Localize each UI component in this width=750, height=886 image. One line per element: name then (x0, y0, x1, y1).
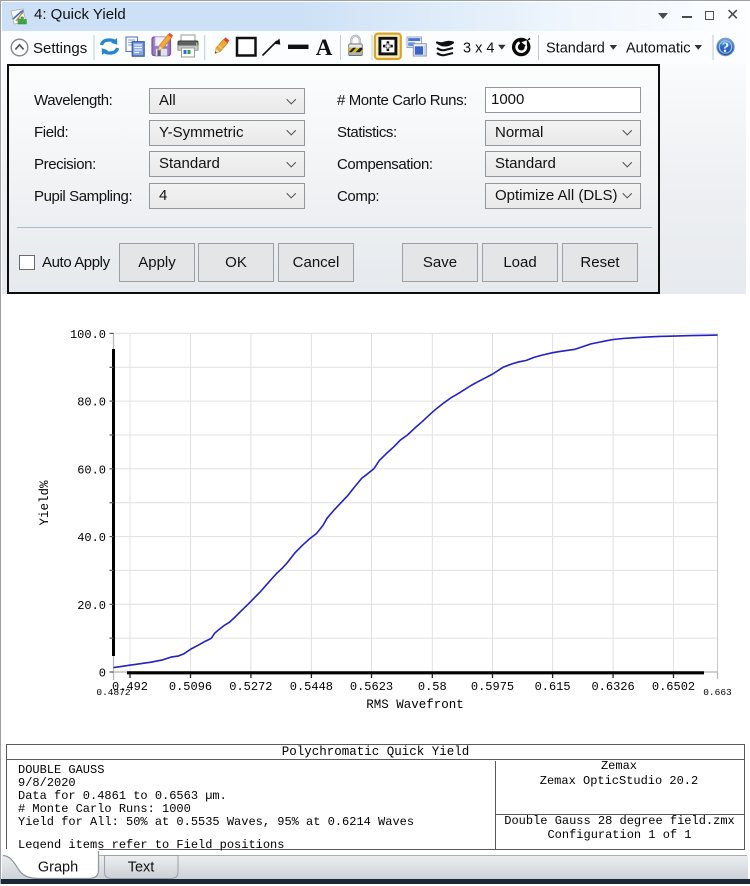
svg-text:Yield%: Yield% (38, 480, 52, 526)
svg-text:0: 0 (99, 667, 106, 681)
svg-text:Text: Text (128, 859, 155, 875)
svg-text:0.5975: 0.5975 (471, 680, 514, 694)
svg-text:0.5448: 0.5448 (290, 680, 333, 694)
svg-text:40.0: 40.0 (77, 531, 106, 545)
svg-text:Standard: Standard (546, 41, 605, 57)
svg-text:0.58: 0.58 (418, 680, 447, 694)
svg-text:?: ? (722, 40, 730, 56)
svg-text:Graph: Graph (38, 859, 78, 875)
svg-text:RMS Wavefront: RMS Wavefront (366, 698, 464, 712)
svg-text:0.663: 0.663 (703, 687, 732, 698)
svg-text:0.6326: 0.6326 (591, 680, 634, 694)
svg-text:0.615: 0.615 (535, 680, 571, 694)
svg-text:3 x 4: 3 x 4 (463, 41, 494, 57)
svg-text:0.5272: 0.5272 (229, 680, 272, 694)
svg-text:0.492: 0.492 (112, 680, 148, 694)
svg-text:100.0: 100.0 (70, 328, 106, 342)
svg-text:60.0: 60.0 (77, 463, 106, 477)
svg-text:0.5623: 0.5623 (350, 680, 393, 694)
svg-text:Automatic: Automatic (626, 41, 690, 57)
svg-text:A: A (316, 35, 333, 60)
svg-text:Settings: Settings (33, 40, 87, 57)
svg-text:0.5096: 0.5096 (169, 680, 212, 694)
svg-text:0.6502: 0.6502 (652, 680, 695, 694)
svg-text:20.0: 20.0 (77, 599, 106, 613)
svg-text:80.0: 80.0 (77, 396, 106, 410)
svg-text:0.4872: 0.4872 (96, 687, 131, 698)
